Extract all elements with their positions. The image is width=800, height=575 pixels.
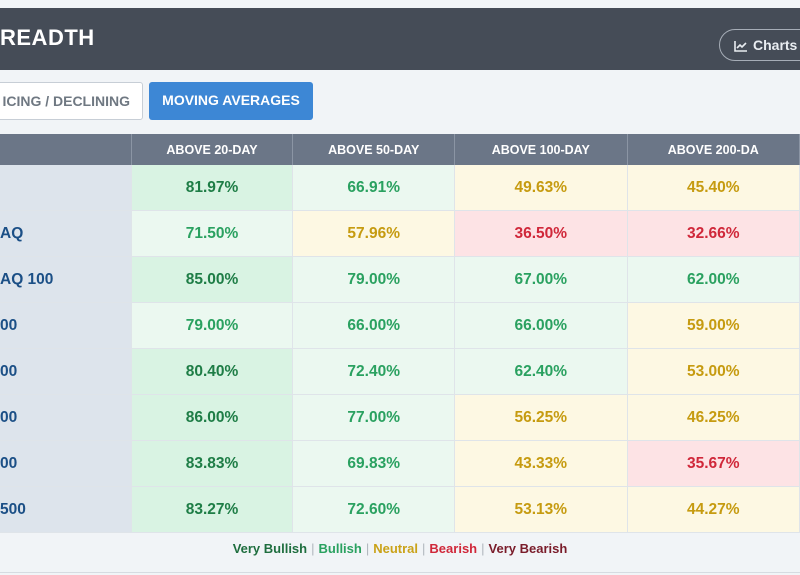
column-header[interactable]: ABOVE 20-DAY xyxy=(131,134,294,165)
column-header[interactable]: ABOVE 50-DAY xyxy=(292,134,456,165)
charts-button-label: Charts xyxy=(753,37,798,53)
percent-cell: 66.00% xyxy=(292,302,456,349)
percent-cell: 69.83% xyxy=(292,440,456,487)
percent-cell: 71.50% xyxy=(131,210,294,257)
percent-cell: 77.00% xyxy=(292,394,456,441)
legend-bearish: Bearish xyxy=(429,541,478,556)
table-row[interactable]: 81.97% 66.91% 49.63% 45.40% xyxy=(0,165,800,211)
percent-cell: 56.25% xyxy=(454,394,628,441)
percent-cell: 67.00% xyxy=(454,256,628,303)
row-index-name[interactable]: 00 xyxy=(0,440,132,487)
percent-cell: 57.96% xyxy=(292,210,456,257)
row-index-name[interactable]: 00 xyxy=(0,348,132,395)
page-title: READTH xyxy=(0,25,95,50)
table-row[interactable]: AQ 100 85.00% 79.00% 67.00% 62.00% xyxy=(0,256,800,303)
index-column-header xyxy=(0,134,132,165)
percent-cell: 46.25% xyxy=(627,394,800,441)
table-row[interactable]: 500 83.27% 72.60% 53.13% 44.27% xyxy=(0,486,800,533)
table-row[interactable]: 00 80.40% 72.40% 62.40% 53.00% xyxy=(0,348,800,395)
percent-cell: 79.00% xyxy=(131,302,294,349)
percent-cell: 66.00% xyxy=(454,302,628,349)
table-header-row: ABOVE 20-DAY ABOVE 50-DAY ABOVE 100-DAY … xyxy=(0,134,800,165)
percent-cell: 83.27% xyxy=(131,486,294,533)
page-header: READTH Charts xyxy=(0,8,800,70)
line-chart-icon xyxy=(734,41,747,52)
table-row[interactable]: AQ 71.50% 57.96% 36.50% 32.66% xyxy=(0,210,800,257)
row-index-name[interactable]: 00 xyxy=(0,394,132,441)
percent-cell: 72.60% xyxy=(292,486,456,533)
legend-very-bullish: Very Bullish xyxy=(232,541,308,556)
column-header[interactable]: ABOVE 100-DAY xyxy=(454,134,628,165)
legend: Very Bullish | Bullish | Neutral | Bearish | Ver… xyxy=(232,541,568,556)
column-header[interactable]: ABOVE 200-DA xyxy=(627,134,800,165)
row-index-name[interactable]: 500 xyxy=(0,486,132,533)
percent-cell: 62.00% xyxy=(627,256,800,303)
percent-cell: 36.50% xyxy=(454,210,628,257)
divider xyxy=(0,572,800,573)
legend-very-bearish: Very Bearish xyxy=(488,541,568,556)
percent-cell: 35.67% xyxy=(627,440,800,487)
row-index-name[interactable]: 00 xyxy=(0,302,132,349)
percent-cell: 53.13% xyxy=(454,486,628,533)
percent-cell: 53.00% xyxy=(627,348,800,395)
breadth-table: ABOVE 20-DAY ABOVE 50-DAY ABOVE 100-DAY … xyxy=(0,134,800,533)
percent-cell: 85.00% xyxy=(131,256,294,303)
percent-cell: 59.00% xyxy=(627,302,800,349)
percent-cell: 49.63% xyxy=(454,165,628,211)
row-index-name[interactable] xyxy=(0,165,132,211)
percent-cell: 32.66% xyxy=(627,210,800,257)
row-index-name[interactable]: AQ xyxy=(0,210,132,257)
percent-cell: 80.40% xyxy=(131,348,294,395)
percent-cell: 79.00% xyxy=(292,256,456,303)
legend-neutral: Neutral xyxy=(373,541,419,556)
charts-button[interactable]: Charts xyxy=(719,29,800,61)
legend-bullish: Bullish xyxy=(318,541,362,556)
percent-cell: 45.40% xyxy=(627,165,800,211)
table-row[interactable]: 00 79.00% 66.00% 66.00% 59.00% xyxy=(0,302,800,349)
percent-cell: 83.83% xyxy=(131,440,294,487)
row-index-name[interactable]: AQ 100 xyxy=(0,256,132,303)
tab-moving-averages[interactable]: MOVING AVERAGES xyxy=(149,82,313,120)
percent-cell: 81.97% xyxy=(131,165,294,211)
percent-cell: 66.91% xyxy=(292,165,456,211)
tab-advancing-declining[interactable]: ICING / DECLINING xyxy=(0,82,143,120)
percent-cell: 62.40% xyxy=(454,348,628,395)
table-row[interactable]: 00 83.83% 69.83% 43.33% 35.67% xyxy=(0,440,800,487)
percent-cell: 44.27% xyxy=(627,486,800,533)
percent-cell: 86.00% xyxy=(131,394,294,441)
table-row[interactable]: 00 86.00% 77.00% 56.25% 46.25% xyxy=(0,394,800,441)
percent-cell: 72.40% xyxy=(292,348,456,395)
percent-cell: 43.33% xyxy=(454,440,628,487)
